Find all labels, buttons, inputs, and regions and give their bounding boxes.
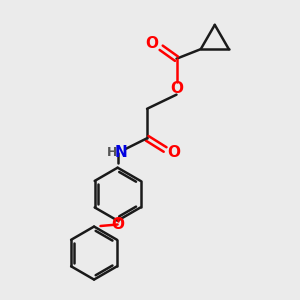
- Text: O: O: [145, 37, 158, 52]
- Text: O: O: [111, 217, 124, 232]
- Text: O: O: [168, 146, 181, 160]
- Text: N: N: [115, 146, 128, 160]
- Text: H: H: [106, 146, 117, 159]
- Text: O: O: [170, 81, 183, 96]
